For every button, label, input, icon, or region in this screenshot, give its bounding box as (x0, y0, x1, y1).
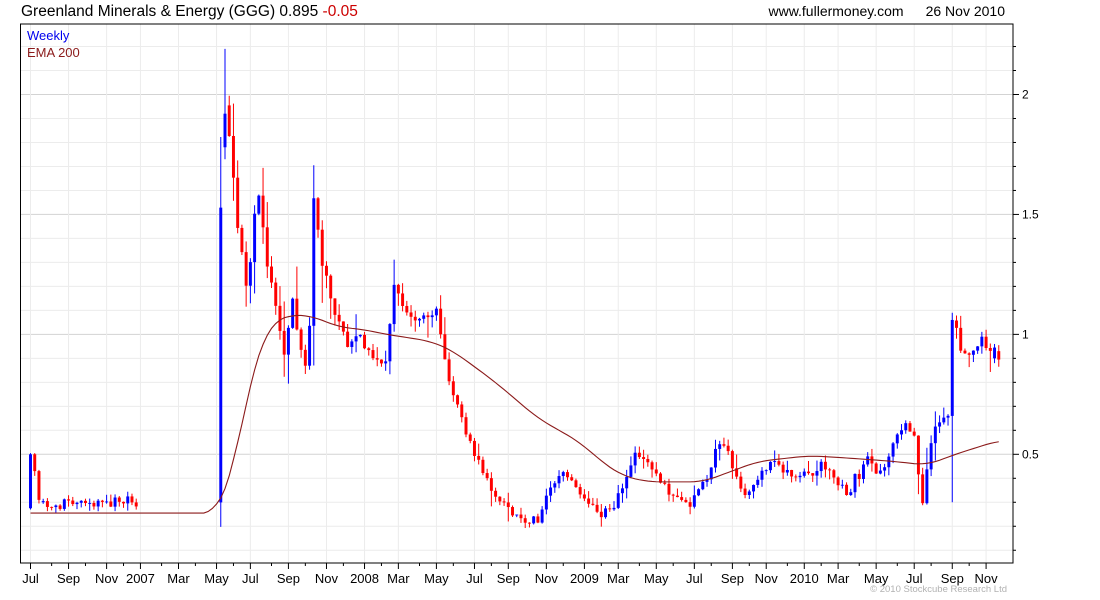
svg-text:Mar: Mar (607, 571, 630, 586)
svg-text:Jul: Jul (22, 571, 39, 586)
svg-text:May: May (424, 571, 449, 586)
svg-text:Mar: Mar (167, 571, 190, 586)
svg-text:Weekly: Weekly (27, 28, 70, 43)
svg-text:Sep: Sep (497, 571, 520, 586)
svg-text:Nov: Nov (755, 571, 779, 586)
svg-text:1: 1 (1022, 327, 1029, 341)
svg-text:Sep: Sep (721, 571, 744, 586)
svg-text:Jul: Jul (466, 571, 483, 586)
svg-text:Jul: Jul (242, 571, 259, 586)
svg-text:2007: 2007 (126, 571, 155, 586)
svg-text:Nov: Nov (535, 571, 559, 586)
svg-text:Mar: Mar (387, 571, 410, 586)
svg-text:2010: 2010 (790, 571, 819, 586)
svg-text:1.5: 1.5 (1022, 207, 1039, 221)
svg-text:Nov: Nov (95, 571, 119, 586)
svg-text:Mar: Mar (827, 571, 850, 586)
svg-text:May: May (644, 571, 669, 586)
svg-text:2008: 2008 (350, 571, 379, 586)
svg-text:Nov: Nov (315, 571, 339, 586)
svg-text:EMA 200: EMA 200 (27, 45, 80, 60)
svg-text:May: May (204, 571, 229, 586)
svg-text:Sep: Sep (277, 571, 300, 586)
svg-text:2: 2 (1022, 88, 1029, 102)
svg-text:Jul: Jul (686, 571, 703, 586)
svg-text:Sep: Sep (57, 571, 80, 586)
svg-text:2009: 2009 (570, 571, 599, 586)
svg-text:0.5: 0.5 (1022, 447, 1039, 461)
